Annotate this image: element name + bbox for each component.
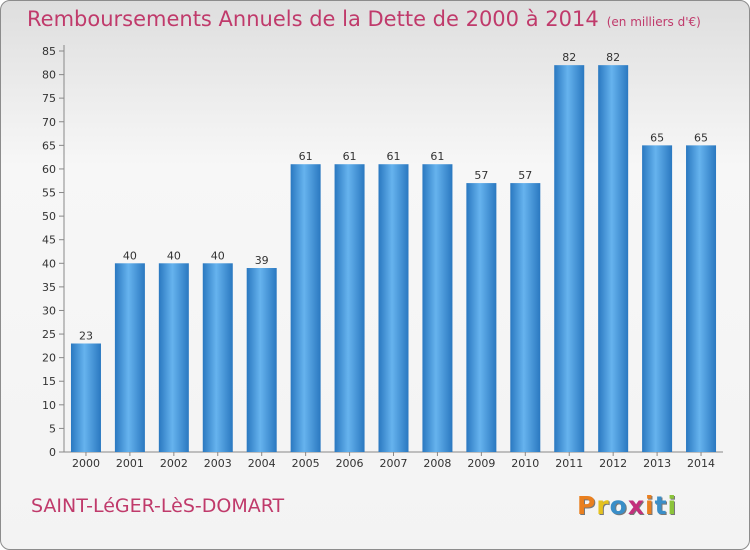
data-label: 82 — [562, 51, 576, 64]
x-tick-label: 2012 — [599, 457, 627, 470]
y-tick-label: 15 — [42, 375, 56, 388]
bar — [114, 263, 145, 452]
y-tick-label: 65 — [42, 139, 56, 152]
data-label: 40 — [123, 249, 137, 262]
y-tick-label: 20 — [42, 352, 56, 365]
data-label: 65 — [694, 131, 708, 144]
bar — [202, 263, 233, 452]
y-tick-label: 25 — [42, 328, 56, 341]
x-tick-label: 2002 — [160, 457, 188, 470]
data-label: 40 — [211, 249, 225, 262]
town-name: SAINT-LéGER-LèS-DOMART — [31, 495, 285, 517]
x-tick-label: 2006 — [336, 457, 364, 470]
x-tick-label: 2000 — [72, 457, 100, 470]
y-tick-label: 30 — [42, 304, 56, 317]
logo-letter: o — [609, 491, 628, 520]
y-tick-label: 85 — [42, 45, 56, 58]
x-tick-label: 2007 — [380, 457, 408, 470]
data-label: 61 — [430, 150, 444, 163]
bar — [422, 164, 453, 453]
bar — [466, 183, 497, 452]
y-tick-label: 55 — [42, 187, 56, 200]
x-tick-label: 2008 — [423, 457, 451, 470]
y-tick-label: 5 — [49, 422, 56, 435]
bar — [598, 65, 629, 452]
logo-letter: P — [577, 491, 597, 520]
bar — [378, 164, 409, 453]
title-text: Remboursements Annuels de la Dette de 20… — [27, 7, 599, 31]
y-tick-label: 10 — [42, 399, 56, 412]
data-label: 82 — [606, 51, 620, 64]
x-tick-label: 2013 — [643, 457, 671, 470]
y-tick-label: 45 — [42, 234, 56, 247]
logo-letter: i — [667, 491, 678, 520]
bar — [686, 145, 717, 452]
logo-letter: x — [627, 491, 645, 520]
y-tick-label: 40 — [42, 257, 56, 270]
data-label: 57 — [518, 169, 532, 182]
y-tick-label: 75 — [42, 92, 56, 105]
data-label: 61 — [387, 150, 401, 163]
y-tick-label: 80 — [42, 69, 56, 82]
logo-letter: r — [596, 491, 610, 520]
x-tick-label: 2004 — [248, 457, 276, 470]
x-tick-label: 2009 — [467, 457, 495, 470]
data-label: 39 — [255, 254, 269, 267]
y-tick-label: 35 — [42, 281, 56, 294]
x-tick-label: 2010 — [511, 457, 539, 470]
y-tick-label: 70 — [42, 116, 56, 129]
bar — [554, 65, 585, 452]
bar — [246, 268, 277, 452]
x-tick-label: 2005 — [292, 457, 320, 470]
bar — [70, 343, 101, 452]
data-label: 40 — [167, 249, 181, 262]
data-label: 61 — [343, 150, 357, 163]
x-tick-label: 2014 — [687, 457, 715, 470]
x-tick-label: 2001 — [116, 457, 144, 470]
logo-letter: t — [654, 491, 668, 520]
y-tick-label: 60 — [42, 163, 56, 176]
x-tick-label: 2003 — [204, 457, 232, 470]
bar — [510, 183, 541, 452]
data-label: 65 — [650, 131, 664, 144]
x-tick-label: 2011 — [555, 457, 583, 470]
bar — [290, 164, 321, 453]
bar — [334, 164, 365, 453]
bar — [642, 145, 673, 452]
y-tick-label: 50 — [42, 210, 56, 223]
proxiti-logo[interactable]: Proxiti — [577, 491, 677, 520]
data-label: 23 — [79, 329, 93, 342]
chart-title: Remboursements Annuels de la Dette de 20… — [27, 7, 701, 31]
logo-letter: i — [645, 491, 655, 520]
y-tick-label: 0 — [49, 446, 56, 459]
bar — [158, 263, 189, 452]
data-label: 57 — [474, 169, 488, 182]
data-label: 61 — [299, 150, 313, 163]
unit-label: (en milliers d'€) — [606, 15, 701, 29]
